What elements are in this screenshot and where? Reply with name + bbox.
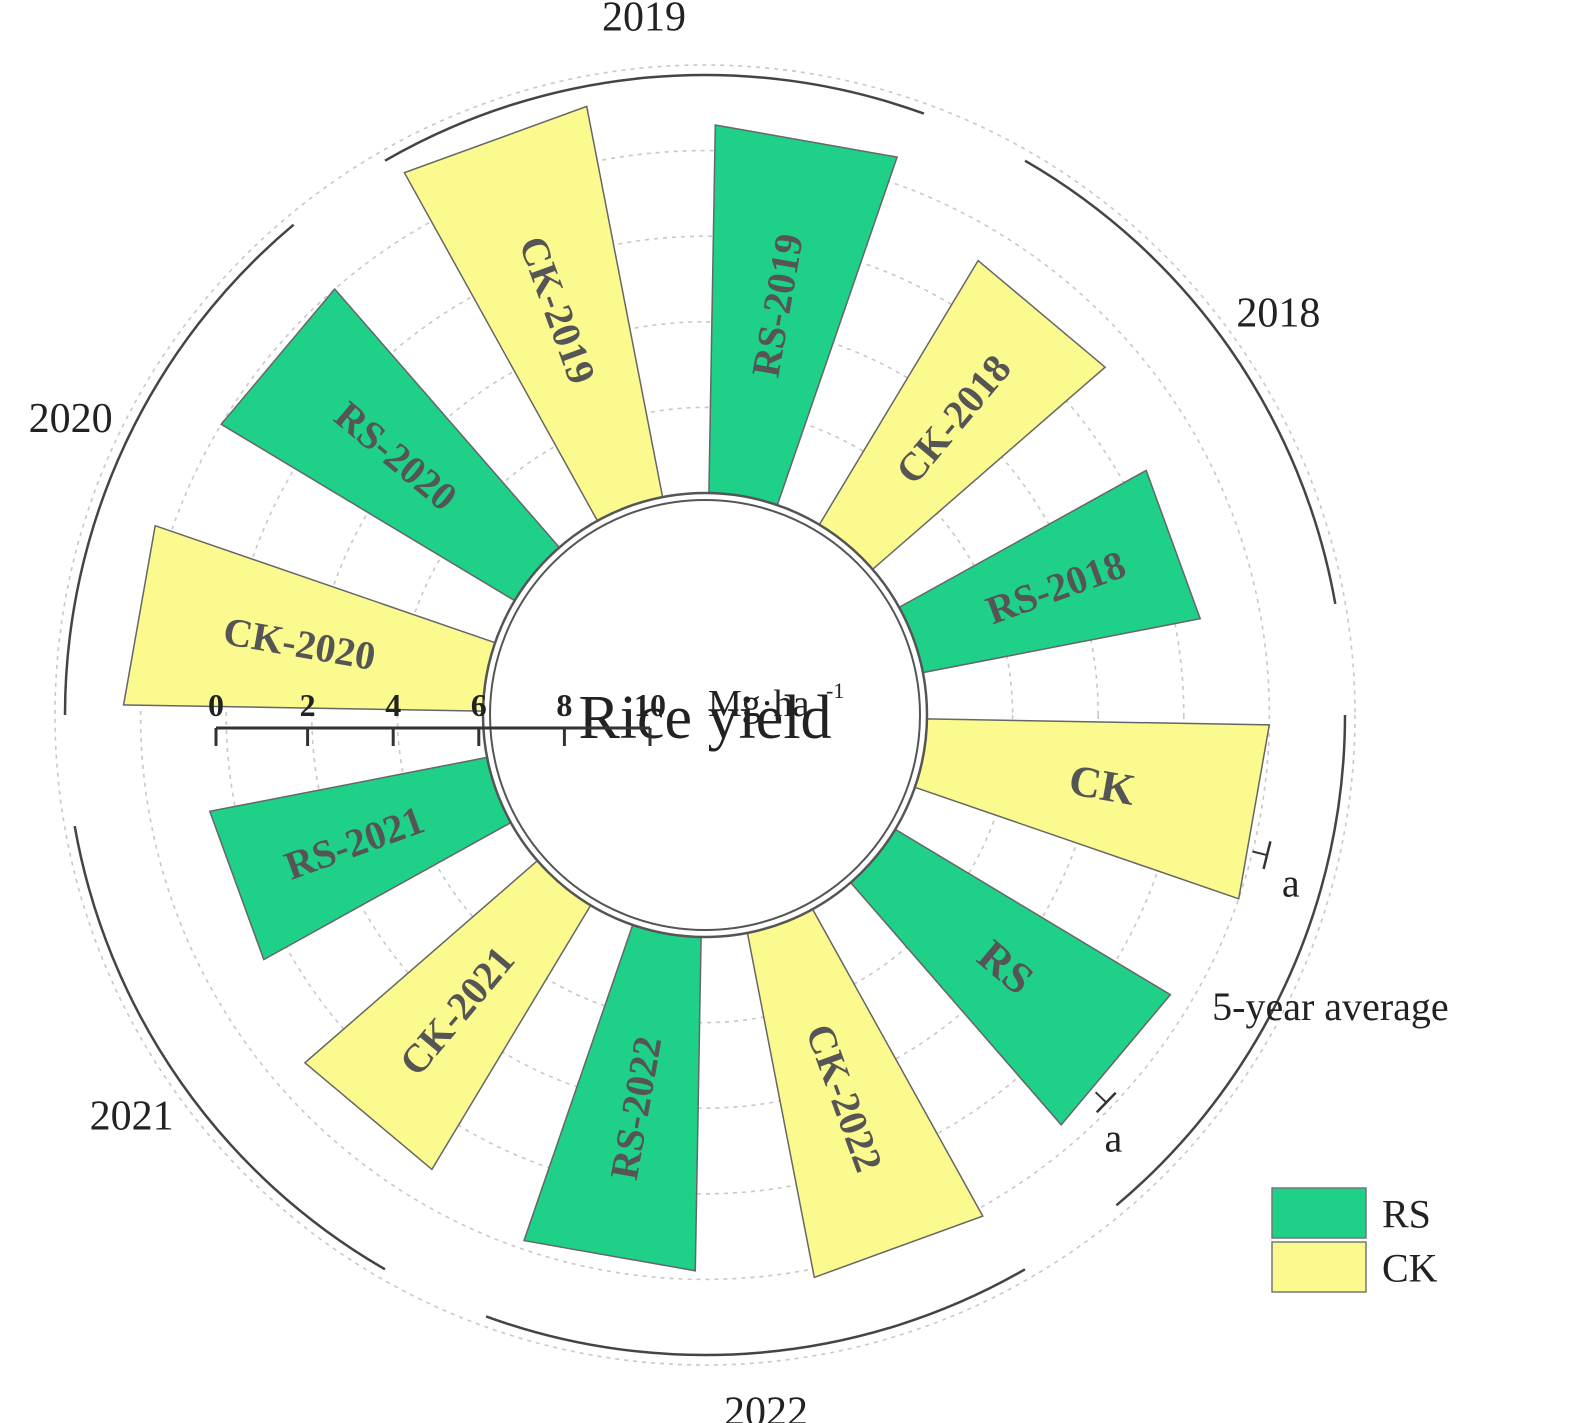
axis-tick-label: 8 [556, 687, 572, 723]
group-label: 2019 [602, 0, 686, 41]
grid-circle [225, 235, 1185, 1195]
chart-title: Rice yield [578, 684, 831, 752]
grid-circle [310, 320, 1100, 1110]
axis-unit-superscript: -1 [826, 678, 844, 703]
group-label: 5-year average [1212, 984, 1448, 1029]
bar-label: CK [1065, 755, 1139, 815]
group-arc [485, 1268, 1026, 1357]
group-label: 2021 [90, 1094, 174, 1140]
group-label: 2022 [724, 1389, 808, 1423]
bar [523, 924, 702, 1272]
error-bar-cap [1262, 841, 1272, 870]
legend-label: RS [1382, 1192, 1431, 1237]
group-arc [1024, 159, 1337, 605]
group-arc [63, 223, 295, 716]
error-bars: aa [1094, 841, 1300, 1161]
group-arc [1115, 714, 1347, 1207]
grid-circle [396, 406, 1014, 1024]
center-circle-inner [489, 499, 921, 931]
axis-tick-label: 6 [471, 687, 487, 723]
significance-label: a [1282, 861, 1300, 906]
legend-swatch [1271, 1187, 1367, 1239]
axis-tick-label: 2 [300, 687, 316, 723]
axis-tick-label: 0 [208, 687, 224, 723]
error-bar [1094, 1091, 1108, 1104]
legend-label: CK [1382, 1246, 1438, 1291]
significance-label: a [1105, 1116, 1123, 1161]
center-circle: Rice yield [481, 491, 929, 939]
legend: RS CK [1271, 1187, 1438, 1293]
axis-tick-label: 4 [385, 687, 401, 723]
grid-circles [54, 64, 1356, 1366]
axis-unit-label: Mg·ha [708, 683, 809, 725]
grid-circle [139, 149, 1271, 1281]
radial-axis: 0 2 4 6 8 10 Mg·ha -1 [208, 678, 844, 746]
group-arc [73, 825, 386, 1271]
bar [914, 718, 1271, 900]
axis-tick-label: 10 [634, 687, 666, 723]
error-bar [1252, 850, 1268, 857]
group-label: 2020 [29, 396, 113, 442]
bars: RS-2018CK-2018RS-2019CK-2019RS-2020CK-20… [122, 105, 1271, 1279]
group-arcs: 2018 2019 2020 2021 2022 5-year average [29, 0, 1449, 1423]
grid-circle [54, 64, 1356, 1366]
legend-swatch [1271, 1241, 1367, 1293]
error-bar-cap [1095, 1091, 1117, 1114]
group-label: 2018 [1236, 291, 1320, 337]
group-arc [384, 73, 925, 162]
